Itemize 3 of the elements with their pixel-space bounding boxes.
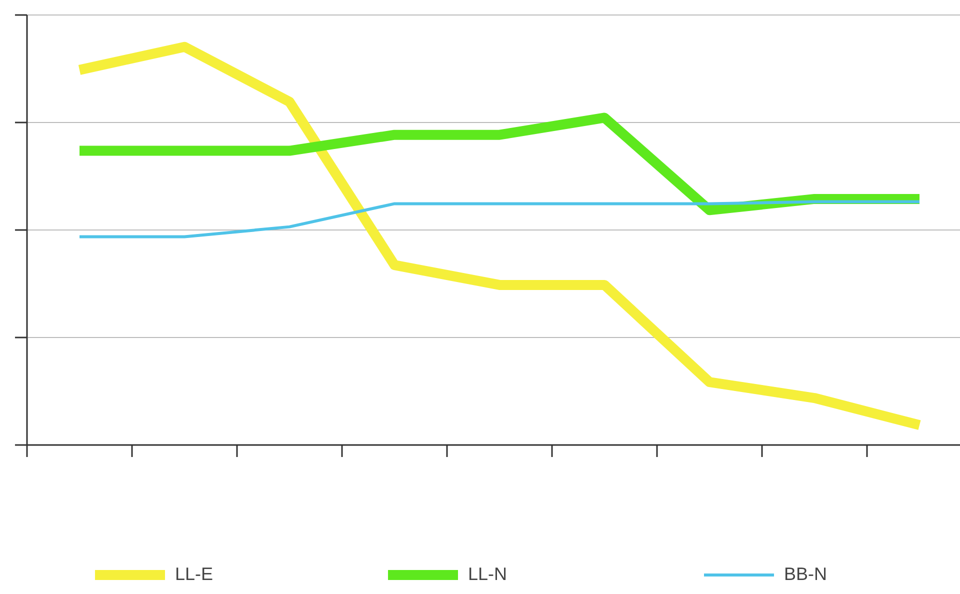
legend-label: BB-N: [784, 564, 828, 584]
legend-label: LL-E: [175, 564, 214, 584]
legend-label: LL-N: [468, 564, 508, 584]
